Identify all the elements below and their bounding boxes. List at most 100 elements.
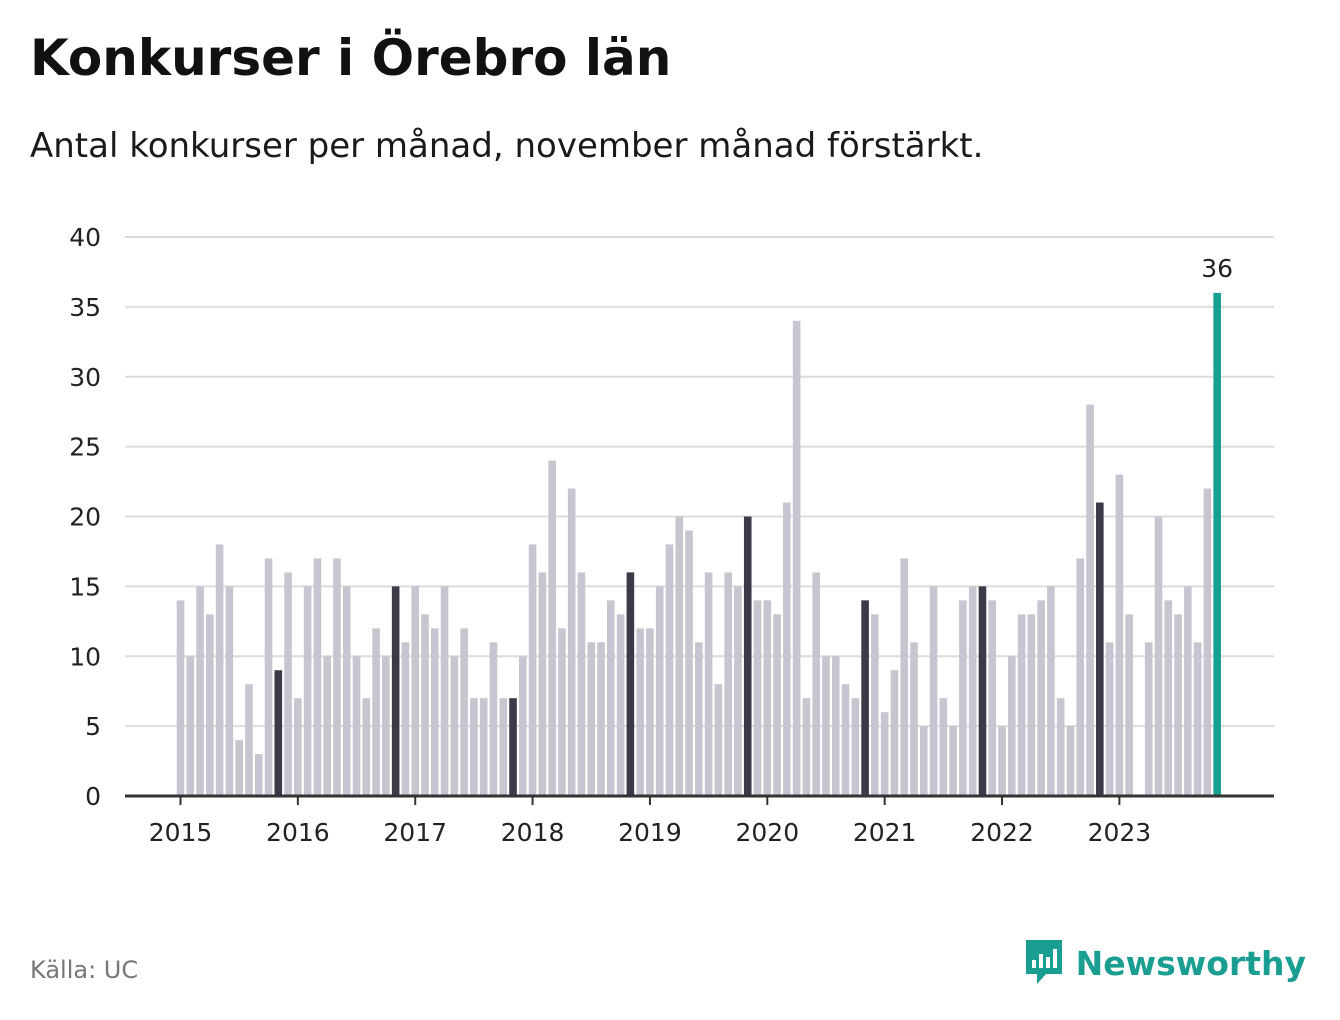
bar	[519, 656, 527, 796]
bar	[264, 558, 273, 796]
bar	[890, 670, 899, 796]
bar	[900, 558, 909, 796]
bar	[919, 726, 928, 797]
bar-november	[626, 572, 635, 796]
bar	[587, 642, 596, 796]
bar	[284, 572, 292, 796]
x-tick-label: 2015	[149, 818, 213, 847]
brand-name: Newsworthy	[1075, 943, 1306, 983]
bar	[313, 558, 322, 796]
bar	[1184, 586, 1192, 797]
bar	[323, 656, 331, 796]
bar	[1154, 516, 1163, 796]
y-tick-label: 25	[69, 433, 101, 462]
bar	[831, 656, 840, 796]
bar	[577, 572, 586, 796]
bar	[675, 516, 684, 796]
bar	[724, 572, 732, 796]
bar	[1066, 726, 1075, 797]
y-tick-label: 5	[85, 712, 101, 741]
bar	[567, 488, 576, 796]
bar	[499, 698, 508, 796]
y-tick-label: 35	[69, 293, 101, 322]
y-tick-label: 0	[85, 782, 101, 811]
bar	[841, 684, 850, 796]
y-tick-label: 30	[69, 363, 101, 392]
bar-november	[978, 586, 987, 797]
x-tick-label: 2019	[618, 818, 682, 847]
bar	[1203, 488, 1212, 796]
x-tick-label: 2022	[970, 818, 1034, 847]
bar-november	[861, 600, 869, 796]
bar	[1008, 656, 1016, 796]
bar	[421, 614, 429, 796]
bar	[206, 614, 214, 796]
bar	[655, 586, 664, 797]
y-tick-label: 20	[69, 503, 101, 532]
bar-november	[509, 698, 517, 796]
bar	[235, 740, 243, 796]
x-tick-label: 2018	[501, 818, 565, 847]
bar	[254, 754, 263, 796]
brand[interactable]: Newsworthy	[1024, 938, 1306, 988]
bar	[636, 628, 644, 796]
bar	[430, 628, 439, 796]
bar-november	[274, 670, 283, 796]
bar	[176, 600, 185, 796]
bar	[215, 544, 224, 796]
bar	[1125, 614, 1133, 796]
bar	[528, 544, 537, 796]
bar	[303, 586, 312, 797]
bar	[382, 656, 390, 796]
chart-subtitle: Antal konkurser per månad, november måna…	[30, 126, 984, 166]
bar	[695, 642, 703, 796]
bar	[538, 572, 547, 796]
bar	[1056, 698, 1065, 796]
bar	[607, 600, 615, 796]
x-tick-label: 2021	[853, 818, 917, 847]
bar	[773, 614, 781, 796]
bar	[959, 600, 967, 796]
bar	[665, 544, 674, 796]
bar	[939, 698, 948, 796]
bar-latest	[1213, 292, 1221, 796]
bar	[470, 698, 478, 796]
bars	[176, 292, 1221, 797]
bar	[783, 502, 791, 796]
bar	[685, 530, 693, 796]
bar	[1174, 614, 1182, 796]
bar	[342, 586, 351, 797]
bar	[1076, 558, 1085, 796]
bar	[372, 628, 380, 796]
bar	[998, 726, 1006, 797]
bar	[1017, 614, 1026, 796]
bar	[411, 586, 420, 797]
bar	[949, 726, 957, 797]
bar	[929, 586, 938, 797]
x-tick-label: 2023	[1088, 818, 1152, 847]
bar	[362, 698, 371, 796]
bar	[753, 600, 762, 796]
bar	[186, 656, 195, 796]
x-tick-label: 2020	[735, 818, 799, 847]
bar	[1164, 600, 1173, 796]
bar	[646, 628, 654, 796]
bar	[871, 614, 879, 796]
bar	[1027, 614, 1036, 796]
bar	[910, 642, 918, 796]
newsworthy-logo-icon	[1025, 940, 1062, 984]
bar	[704, 572, 713, 796]
bar	[802, 698, 811, 796]
bar	[822, 656, 830, 796]
bar	[548, 460, 556, 796]
source-note: Källa: UC	[30, 956, 139, 984]
y-tick-label: 40	[69, 223, 101, 252]
data-label-latest: 36	[1201, 254, 1233, 283]
x-axis: 2015 2016 2017 2018 2019 2020 2021 2022 2023	[125, 794, 1274, 847]
bar-november	[743, 516, 752, 796]
bar	[225, 586, 234, 797]
bar	[1086, 404, 1094, 796]
y-tick-label: 10	[69, 642, 101, 671]
bar-november	[391, 586, 400, 797]
bar	[245, 684, 253, 796]
